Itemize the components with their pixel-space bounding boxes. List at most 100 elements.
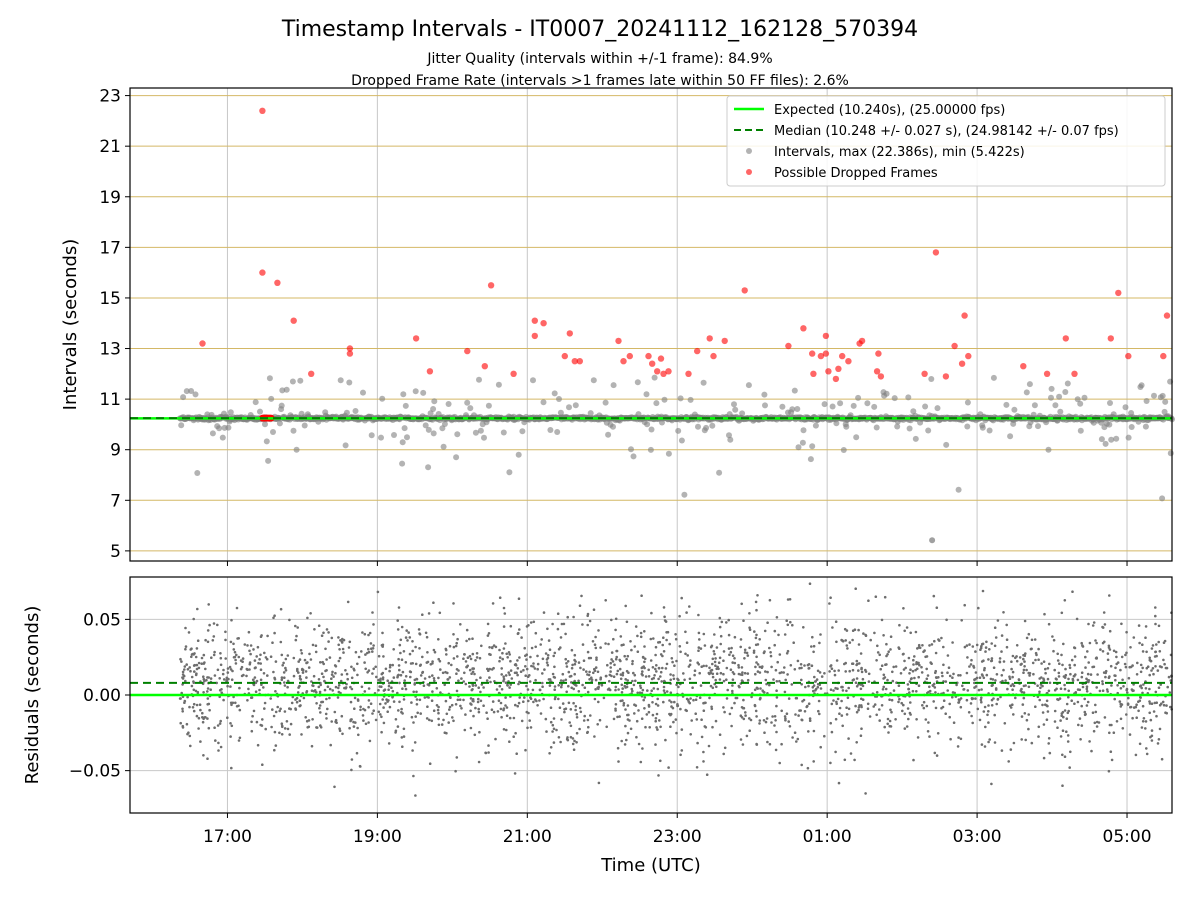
residual-point — [546, 654, 550, 657]
residual-point — [375, 675, 378, 679]
residual-point — [274, 744, 278, 747]
residual-point — [643, 696, 647, 699]
residual-point — [742, 619, 745, 622]
residual-point — [532, 620, 536, 624]
residual-point — [614, 688, 617, 692]
residual-point — [381, 677, 385, 681]
interval-point — [293, 446, 300, 453]
residual-point — [367, 687, 371, 690]
residual-point — [1043, 612, 1046, 616]
residual-point — [380, 672, 384, 676]
legend-dropped-label: Possible Dropped Frames — [774, 166, 938, 181]
residual-point — [782, 671, 785, 674]
residual-point — [626, 679, 629, 682]
residual-point — [201, 716, 204, 719]
dropped-frame-point — [199, 340, 206, 347]
legend-median-label: Median (10.248 +/- 0.027 s), (24.98142 +… — [774, 124, 1119, 139]
residual-point — [230, 618, 233, 622]
residual-point — [775, 730, 778, 734]
residual-point — [397, 709, 400, 712]
residual-point — [1046, 667, 1050, 670]
dropped-frame-point — [822, 332, 830, 340]
residual-point — [195, 667, 199, 671]
residual-point — [468, 668, 472, 672]
residual-point — [621, 687, 624, 690]
residual-point — [730, 706, 734, 710]
residual-point — [1121, 727, 1125, 730]
residual-point — [711, 672, 715, 676]
residual-point — [613, 663, 616, 667]
residual-point — [471, 652, 475, 656]
residual-point — [1068, 766, 1071, 769]
residual-point — [673, 664, 676, 667]
residual-point — [1058, 662, 1061, 665]
residual-point — [388, 705, 392, 709]
residual-point — [671, 660, 674, 664]
residual-point — [723, 746, 727, 750]
residual-point — [288, 733, 292, 736]
residual-point — [780, 742, 783, 746]
residual-point — [784, 717, 787, 720]
residual-point — [807, 663, 811, 666]
dropped-frame-point — [649, 360, 656, 367]
residual-point — [769, 651, 772, 654]
residual-point — [529, 655, 532, 659]
residual-point — [210, 656, 213, 659]
interval-point — [445, 401, 452, 407]
residual-point — [718, 616, 722, 620]
residual-point — [447, 661, 451, 665]
residual-point — [318, 704, 322, 707]
residual-point — [354, 650, 358, 654]
residual-point — [330, 720, 334, 723]
interval-point — [1003, 401, 1010, 408]
residual-point — [249, 652, 252, 656]
residual-point — [710, 644, 714, 648]
residual-point — [1023, 665, 1026, 668]
residual-point — [539, 643, 542, 646]
residual-point — [912, 658, 915, 662]
residual-point — [337, 659, 341, 663]
residual-point — [240, 674, 244, 678]
residual-point — [807, 730, 810, 733]
residual-point — [1069, 672, 1072, 676]
residual-point — [440, 723, 444, 726]
residual-point — [353, 707, 356, 710]
interval-point — [481, 434, 487, 441]
interval-point — [346, 379, 353, 386]
residual-point — [994, 636, 998, 639]
residual-point — [532, 700, 535, 704]
interval-point — [703, 424, 710, 431]
residual-point — [370, 647, 373, 650]
residual-point — [364, 722, 368, 726]
residual-point — [396, 725, 400, 728]
residual-point — [1091, 711, 1095, 714]
residual-point — [411, 640, 414, 643]
residual-point — [263, 707, 266, 710]
residual-point — [599, 646, 602, 649]
residual-point — [698, 696, 702, 699]
residual-point — [371, 650, 374, 653]
residual-point — [851, 662, 854, 665]
residual-point — [424, 631, 428, 635]
residual-point — [377, 710, 381, 714]
residual-point — [356, 699, 360, 702]
residual-point — [1154, 690, 1158, 694]
residual-point — [612, 675, 616, 678]
residual-point — [431, 660, 434, 663]
residual-point — [656, 704, 660, 707]
residual-point — [829, 761, 832, 765]
residual-point — [834, 717, 838, 721]
residual-point — [274, 710, 278, 714]
residual-point — [665, 662, 669, 666]
residual-point — [880, 704, 884, 707]
interval-point — [807, 456, 814, 463]
residual-point — [799, 663, 803, 666]
residual-point — [818, 671, 822, 674]
residual-point — [1007, 760, 1010, 763]
residual-point — [462, 698, 465, 702]
residual-point — [642, 698, 645, 702]
residual-point — [509, 624, 513, 628]
residual-point — [1148, 673, 1151, 677]
residual-point — [1031, 661, 1035, 665]
residual-point — [887, 731, 890, 734]
